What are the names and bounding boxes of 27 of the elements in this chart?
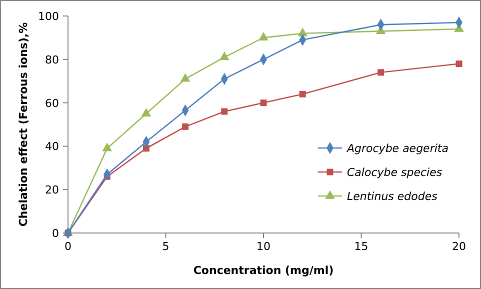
point bbox=[102, 142, 112, 152]
point bbox=[378, 69, 384, 76]
point bbox=[258, 32, 268, 41]
y-tick-label: 60 bbox=[45, 96, 59, 110]
y-axis-title: Chelation effect (Ferrous ions),% bbox=[17, 22, 30, 227]
x-axis-title: Concentration (mg/ml) bbox=[193, 264, 334, 277]
point bbox=[182, 123, 189, 130]
point bbox=[180, 73, 190, 82]
legend-label: Lentinus edodes bbox=[347, 190, 438, 203]
y-tick-label: 40 bbox=[45, 140, 59, 154]
y-tick-label: 0 bbox=[52, 227, 59, 240]
legend-label: Agrocybe aegerita bbox=[346, 142, 449, 155]
point bbox=[221, 108, 228, 115]
x-tick-label: 5 bbox=[162, 240, 170, 253]
y-tick-label: 20 bbox=[45, 184, 59, 197]
x-tick-label: 0 bbox=[64, 240, 72, 253]
point bbox=[260, 100, 267, 106]
x-tick-label: 10 bbox=[256, 240, 270, 253]
point bbox=[141, 108, 152, 116]
point bbox=[219, 52, 230, 60]
y-tick-label: 80 bbox=[45, 53, 59, 66]
x-tick-label: 20 bbox=[452, 240, 466, 253]
point bbox=[456, 60, 462, 67]
y-tick-label: 100 bbox=[38, 10, 59, 23]
x-tick-label: 15 bbox=[354, 240, 368, 253]
point bbox=[299, 90, 306, 98]
legend-label: Calocybe species bbox=[347, 166, 442, 179]
